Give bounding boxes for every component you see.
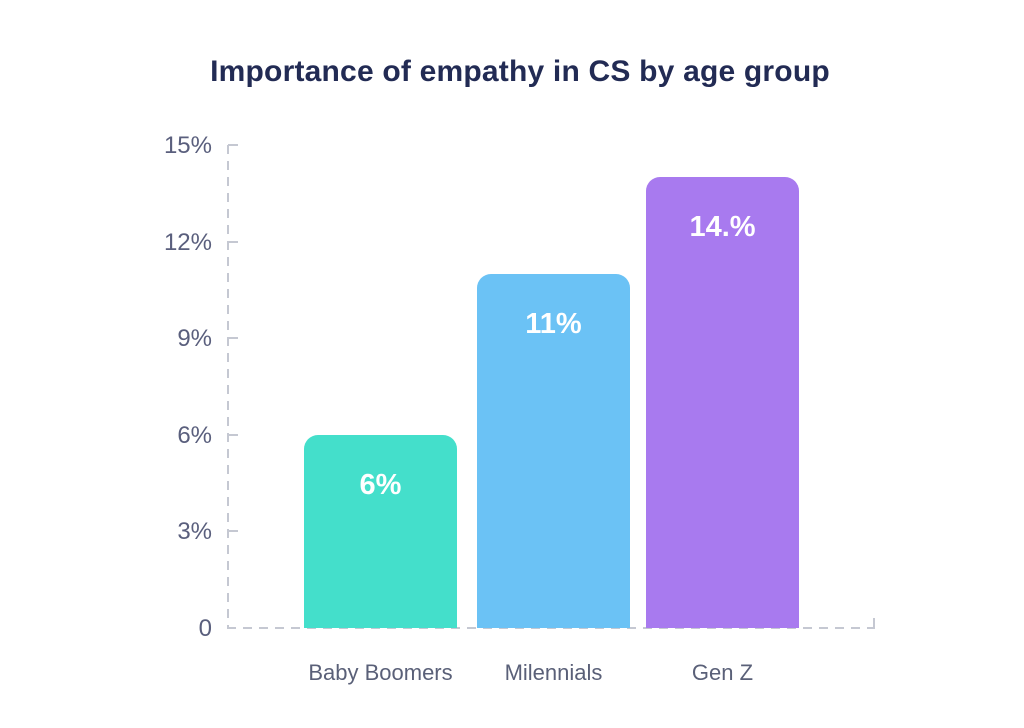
y-axis-tick-mark <box>228 530 238 533</box>
x-axis-label-gen-z: Gen Z <box>691 660 754 685</box>
bar-value-label: 14.% <box>689 211 756 244</box>
bar-gen-z: 14.% <box>646 177 799 628</box>
x-axis-label-milennials: Milennials <box>504 660 603 685</box>
bar-milennials: 11% <box>477 273 630 628</box>
y-axis-tick-mark <box>228 337 238 340</box>
x-axis-label-baby-boomers: Baby Boomers <box>308 660 453 685</box>
y-axis-tick-label: 3% <box>177 518 212 546</box>
y-axis-tick-label: 9% <box>177 325 212 353</box>
x-axis-line <box>227 627 875 629</box>
bar-value-label: 6% <box>359 468 402 501</box>
chart-title: Importance of empathy in CS by age group <box>210 55 830 88</box>
y-axis-tick-label: 15% <box>163 132 212 159</box>
y-axis-line <box>227 145 229 628</box>
x-axis-end-tick <box>873 618 875 628</box>
bar-baby-boomers: 6% <box>304 434 457 628</box>
y-axis-tick-mark <box>228 240 238 243</box>
y-axis-tick-mark <box>228 433 238 436</box>
y-axis-tick-mark <box>228 144 238 146</box>
y-axis-tick-label: 6% <box>177 421 212 449</box>
y-axis-tick-label: 0 <box>198 615 212 642</box>
bar-value-label: 11% <box>525 307 582 340</box>
y-axis-tick-label: 12% <box>163 228 212 256</box>
